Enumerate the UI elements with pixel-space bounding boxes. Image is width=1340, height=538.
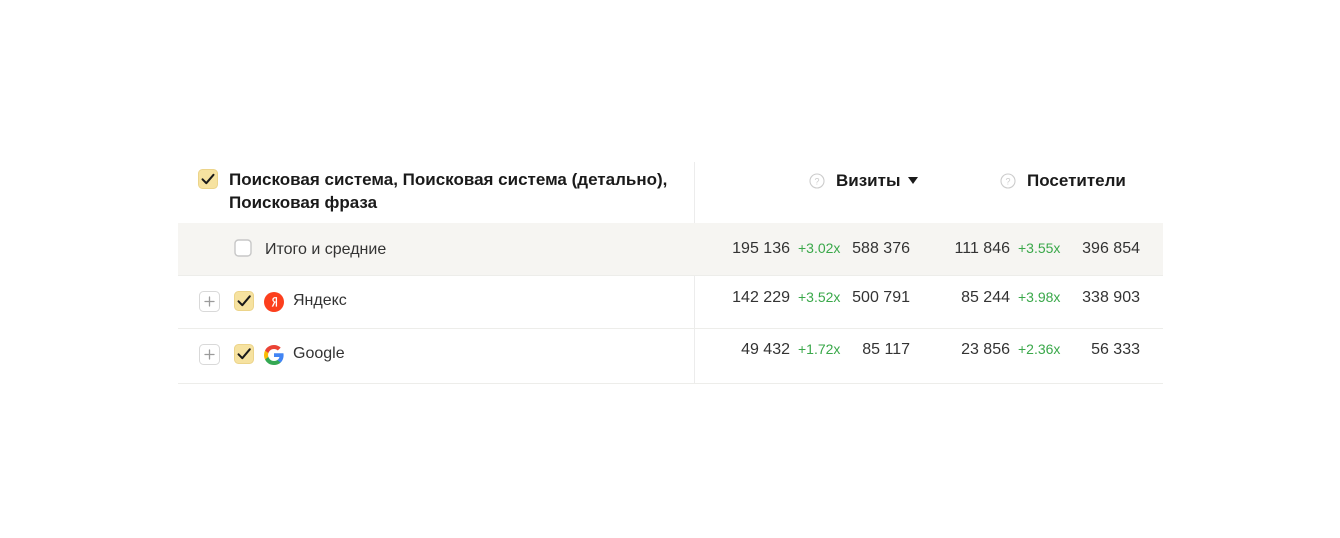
svg-text:?: ?	[814, 177, 819, 187]
svg-text:?: ?	[1005, 177, 1010, 187]
